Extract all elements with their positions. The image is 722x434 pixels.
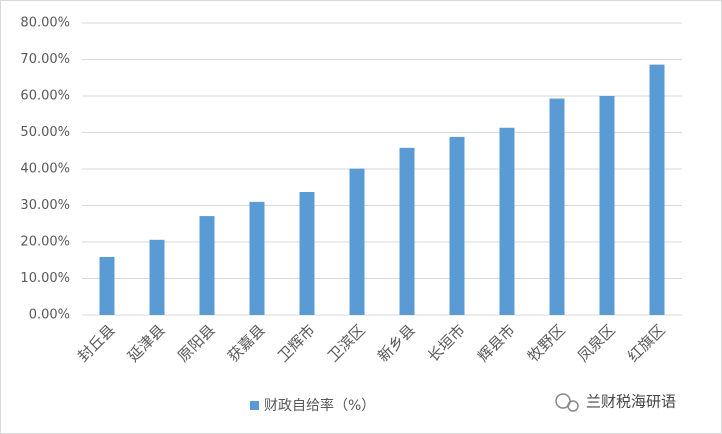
bar [149,239,165,315]
legend-swatch [250,401,259,410]
y-tick-label: 40.00% [20,162,70,177]
y-tick-label: 60.00% [20,89,70,104]
y-tick-label: 80.00% [20,16,70,31]
y-tick-label: 50.00% [20,125,70,140]
bar [549,98,565,316]
watermark-icon [555,393,579,412]
bar [499,127,515,315]
bar [99,256,115,315]
bar [349,168,365,315]
bar [399,147,415,315]
bar [449,136,465,315]
y-tick-label: 70.00% [20,52,70,67]
bar [299,191,315,315]
bar [599,96,615,315]
watermark: 兰财税海研语 [586,393,676,411]
bar [249,201,265,315]
y-tick-label: 30.00% [20,198,70,213]
y-tick-label: 0.00% [29,308,70,323]
bar [199,216,215,315]
bar [649,64,665,315]
y-tick-label: 20.00% [20,235,70,250]
y-tick-label: 10.00% [20,271,70,286]
legend-label: 财政自给率（%） [264,397,375,414]
